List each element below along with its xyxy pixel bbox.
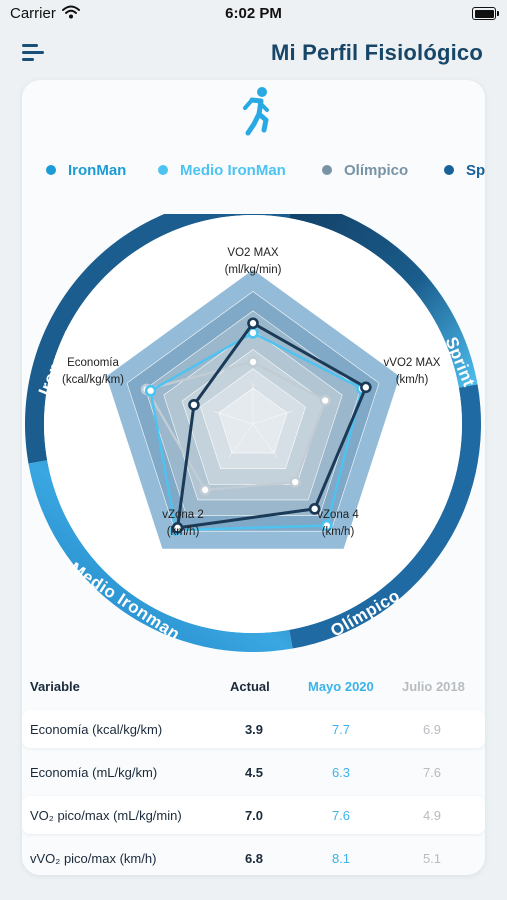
header-variable: Variable — [30, 679, 80, 694]
series-point — [144, 384, 157, 397]
axis-unit-label: (km/h) — [167, 526, 200, 538]
legend-label: IronMan — [68, 162, 127, 179]
series-point — [308, 503, 321, 515]
actual-value: 7.0 — [244, 808, 264, 823]
actual-value: 6.8 — [244, 851, 264, 866]
grid-spoke — [213, 410, 254, 425]
variable-name: vVO₂ pico/max (km/h) — [30, 851, 157, 866]
table-row[interactable]: VO₂ pico/max (mL/kg/min) 7.0 7.6 4.9 — [22, 796, 485, 834]
series-point — [319, 394, 331, 407]
series-legend: IronMan Medio IronMan Olímpico Sprint — [46, 162, 485, 182]
grid-spoke — [228, 423, 254, 458]
axis-label: Economía — [67, 357, 119, 369]
jul-value: 4.9 — [422, 808, 442, 823]
series-line — [145, 360, 327, 492]
series-point — [247, 317, 259, 330]
wifi-icon — [62, 5, 80, 24]
may-value: 6.3 — [331, 765, 351, 780]
profile-card: IronMan Medio IronMan Olímpico Sprint Ir… — [22, 80, 485, 875]
table-row[interactable]: vVO₂ pico/max (km/h) 6.8 8.1 5.1 — [22, 839, 485, 875]
ring-segment-3 — [289, 384, 481, 649]
axis-label: vZona 2 — [162, 509, 204, 521]
menu-icon[interactable] — [22, 42, 48, 64]
page-title: Mi Perfil Fisiológico — [271, 40, 483, 65]
variable-name: Economía (kcal/kg/km) — [30, 722, 163, 737]
header-mayo-2020[interactable]: Mayo 2020 — [308, 679, 374, 694]
axis-label: VO2 MAX — [227, 247, 278, 259]
battery-icon — [472, 7, 499, 20]
axis-label: vZona 4 — [317, 509, 359, 521]
series-point — [188, 399, 200, 411]
header-julio-2018[interactable]: Julio 2018 — [402, 679, 465, 694]
ring-segment-1 — [25, 214, 291, 464]
series-point — [321, 519, 333, 532]
series-line — [176, 321, 368, 530]
legend-item-medio-ironman[interactable]: Medio IronMan — [158, 162, 286, 179]
ring-segment-4 — [28, 460, 293, 652]
variable-name: VO₂ pico/max (mL/kg/min) — [30, 808, 182, 823]
header-actual: Actual — [230, 679, 270, 694]
series-point — [171, 522, 184, 534]
legend-item-olimpico[interactable]: Olímpico — [322, 162, 408, 179]
axis-unit-label: (km/h) — [396, 374, 429, 386]
may-value: 7.6 — [331, 808, 351, 823]
jul-value: 5.1 — [422, 851, 442, 866]
table-header: Variable Actual Mayo 2020 Julio 2018 — [22, 673, 485, 701]
axis-unit-label: (km/h) — [322, 526, 355, 538]
radar-chart: IronmanSprintOlímpicoMedio Ironman VO2 M… — [25, 214, 481, 652]
table-row[interactable]: Economía (kcal/kg/km) 3.9 7.7 6.9 — [22, 710, 485, 748]
axis-label: vVO2 MAX — [384, 357, 441, 369]
actual-value: 3.9 — [244, 722, 264, 737]
series-point — [289, 476, 301, 488]
variable-name: Economía (mL/kg/km) — [30, 765, 158, 780]
runner-icon — [236, 86, 272, 141]
actual-value: 4.5 — [244, 765, 264, 780]
axis-unit-label: (kcal/kg/km) — [62, 374, 124, 386]
may-value: 8.1 — [331, 851, 351, 866]
legend-item-sprint[interactable]: Sprint — [444, 162, 485, 179]
may-value: 7.7 — [331, 722, 351, 737]
ring-segment-2 — [289, 214, 478, 388]
series-point — [360, 381, 372, 394]
legend-label: Sprint — [466, 162, 485, 179]
carrier-label: Carrier — [10, 5, 56, 22]
grid-spoke — [252, 410, 293, 425]
clock: 6:02 PM — [225, 5, 282, 22]
jul-value: 6.9 — [422, 722, 442, 737]
legend-label: Olímpico — [344, 162, 409, 179]
legend-label: Medio IronMan — [180, 162, 286, 179]
legend-item-ironman[interactable]: IronMan — [46, 162, 126, 179]
grid-spoke — [252, 423, 278, 458]
table-row[interactable]: Economía (mL/kg/km) 4.5 6.3 7.6 — [22, 753, 485, 791]
series-point — [199, 484, 211, 496]
axis-unit-label: (ml/kg/min) — [225, 264, 282, 276]
series-line — [149, 331, 364, 532]
jul-value: 7.6 — [422, 765, 442, 780]
status-bar: Carrier 6:02 PM — [0, 0, 507, 28]
series-point — [247, 356, 259, 368]
